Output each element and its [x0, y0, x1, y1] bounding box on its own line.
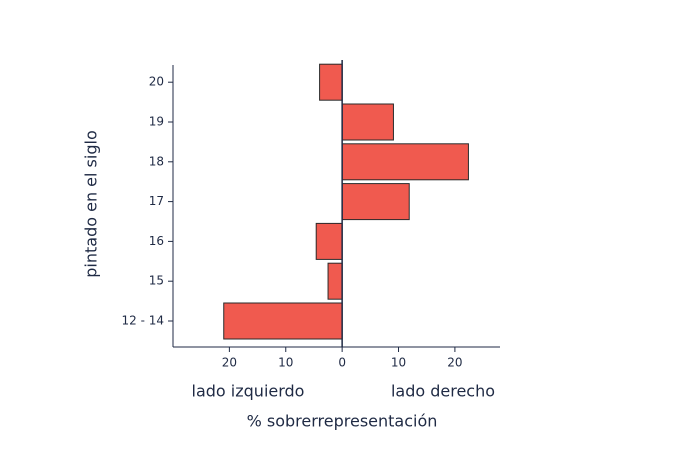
x-tick-label: 10 — [391, 356, 406, 370]
y-tick-label: 15 — [149, 274, 164, 288]
bar — [315, 222, 343, 260]
y-tick-label: 20 — [149, 75, 164, 89]
x-tick-label: 10 — [278, 356, 293, 370]
bar — [327, 262, 343, 300]
annotation: lado izquierdo — [192, 382, 305, 401]
y-tick-label: 12 - 14 — [122, 314, 165, 328]
bar — [341, 143, 469, 181]
x-tick-label: 0 — [338, 356, 346, 370]
x-tick-label: 20 — [222, 356, 237, 370]
bar — [341, 103, 394, 141]
x-axis-label: % sobrerrepresentación — [247, 412, 438, 431]
y-tick-label: 17 — [149, 194, 164, 208]
bar — [223, 302, 343, 340]
y-axis-label: pintado en el siglo — [82, 130, 101, 277]
y-tick-label: 18 — [149, 154, 164, 168]
y-tick-label: 19 — [149, 115, 164, 129]
bar — [341, 183, 410, 221]
annotation: lado derecho — [391, 382, 495, 401]
x-tick-label: 20 — [447, 356, 462, 370]
bar — [319, 63, 343, 101]
y-tick-label: 16 — [149, 234, 164, 248]
